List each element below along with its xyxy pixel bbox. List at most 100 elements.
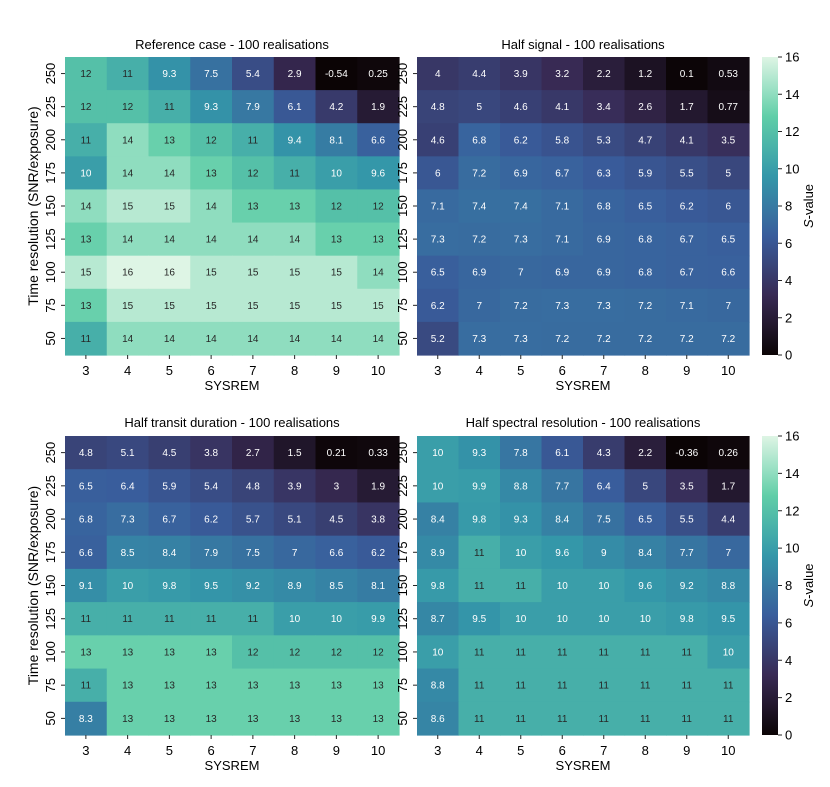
- cell-label: 14: [206, 334, 218, 345]
- cell-label: 9.3: [472, 448, 486, 459]
- heatmap-cell: [190, 535, 233, 570]
- y-tick-label: 100: [395, 641, 410, 663]
- heatmap-cell: [417, 635, 460, 670]
- cell-label: 10: [515, 548, 527, 559]
- cell-label: 6.8: [472, 135, 486, 146]
- cell-label: 8.9: [431, 548, 445, 559]
- cell-label: 7.2: [472, 168, 486, 179]
- heatmap-cell: [65, 568, 108, 603]
- cell-label: 5.3: [597, 135, 611, 146]
- heatmap-cell: [273, 701, 317, 736]
- heatmap-cell: [357, 222, 400, 257]
- x-axis-label: SYSREM: [556, 758, 611, 773]
- heatmap-cell: [458, 469, 501, 504]
- cell-label: 1.5: [288, 448, 302, 459]
- cell-label: 10: [331, 168, 343, 179]
- heatmap-cell: [707, 189, 750, 224]
- x-tick-label: 8: [642, 363, 649, 378]
- heatmap-cell: [273, 123, 317, 157]
- cell-label: 12: [373, 202, 385, 213]
- heatmap-cell: [583, 701, 626, 736]
- x-tick-label: 8: [291, 743, 298, 758]
- cell-label: 11: [682, 681, 693, 692]
- cell-label: 15: [289, 268, 301, 279]
- heatmap-cell: [190, 701, 233, 736]
- heatmap-cell: [417, 255, 460, 290]
- cell-label: 13: [331, 714, 343, 725]
- cell-label: 6: [435, 168, 441, 179]
- heatmap-cell: [315, 288, 358, 323]
- cell-label: 0.25: [368, 69, 388, 80]
- x-tick-label: 5: [166, 363, 173, 378]
- heatmap-cell: [666, 288, 709, 323]
- heatmap-cell: [273, 535, 317, 570]
- cell-label: 4.1: [680, 135, 694, 146]
- cell-label: 6.4: [597, 481, 611, 492]
- cell-label: 11: [640, 647, 651, 658]
- y-tick-label: 50: [43, 331, 58, 345]
- heatmap-cell: [148, 668, 191, 703]
- cell-label: 7.3: [121, 515, 135, 526]
- heatmap-cell: [666, 90, 709, 124]
- y-tick-label: 50: [395, 331, 410, 345]
- heatmap-cell: [232, 321, 275, 356]
- cell-label: 13: [164, 647, 176, 658]
- cell-label: 10: [80, 168, 92, 179]
- cell-label: 3.5: [680, 481, 694, 492]
- colorbar-tick-label: 2: [785, 690, 792, 705]
- heatmap-cell: [148, 57, 191, 91]
- y-tick-label: 225: [395, 96, 410, 118]
- heatmap-cell: [583, 255, 626, 290]
- colorbar-label: S-value: [801, 563, 816, 607]
- heatmap-cell: [624, 156, 667, 191]
- heatmap-cell: [315, 701, 358, 736]
- heatmap-cell: [541, 701, 584, 736]
- heatmap-cell: [458, 701, 501, 736]
- cell-label: 8.4: [162, 548, 176, 559]
- heatmap-cell: [541, 469, 584, 504]
- cell-label: 15: [164, 202, 176, 213]
- cell-label: 13: [206, 681, 218, 692]
- colorbar-tick-label: 10: [785, 161, 799, 176]
- cell-label: 11: [640, 681, 651, 692]
- cell-label: 9.8: [472, 515, 486, 526]
- y-tick-label: 125: [43, 228, 58, 250]
- heatmap-cell: [148, 123, 191, 157]
- heatmap-cell: [624, 222, 667, 257]
- heatmap-cell: [417, 436, 460, 470]
- heatmap-cell: [458, 189, 501, 224]
- cell-label: 8.5: [121, 548, 135, 559]
- y-tick-label: 175: [395, 162, 410, 184]
- heatmap-cell: [65, 222, 108, 257]
- colorbar-tick-label: 16: [785, 50, 799, 65]
- heatmap-cell: [190, 156, 233, 191]
- heatmap-cell: [232, 288, 275, 323]
- colorbar-gradient: [762, 436, 778, 735]
- heatmap-cell: [417, 123, 460, 157]
- heatmap-cell: [624, 288, 667, 323]
- cell-label: 11: [81, 135, 92, 146]
- heatmap-cell: [500, 469, 543, 504]
- cell-label: 13: [122, 647, 134, 658]
- heatmap-cell: [273, 469, 317, 504]
- cell-label: 15: [206, 268, 218, 279]
- cell-label: 9.4: [288, 135, 302, 146]
- cell-label: 13: [373, 235, 385, 246]
- heatmap-cell: [707, 668, 750, 703]
- cell-label: 14: [289, 334, 301, 345]
- cell-label: 4.5: [329, 515, 343, 526]
- cell-label: 2.2: [638, 448, 652, 459]
- heatmap-cell: [500, 535, 543, 570]
- cell-label: 11: [474, 647, 485, 658]
- cell-label: 6.2: [431, 301, 445, 312]
- heatmap-cell: [357, 255, 400, 290]
- cell-label: 6.2: [371, 548, 385, 559]
- heatmap-cell: [458, 436, 501, 470]
- heatmap-cell: [707, 90, 750, 124]
- heatmap-cell: [273, 635, 317, 670]
- cell-label: 15: [247, 268, 259, 279]
- cell-label: 13: [247, 714, 259, 725]
- y-tick-label: 125: [43, 608, 58, 630]
- cell-label: 7.8: [514, 448, 528, 459]
- heatmap-cell: [666, 321, 709, 356]
